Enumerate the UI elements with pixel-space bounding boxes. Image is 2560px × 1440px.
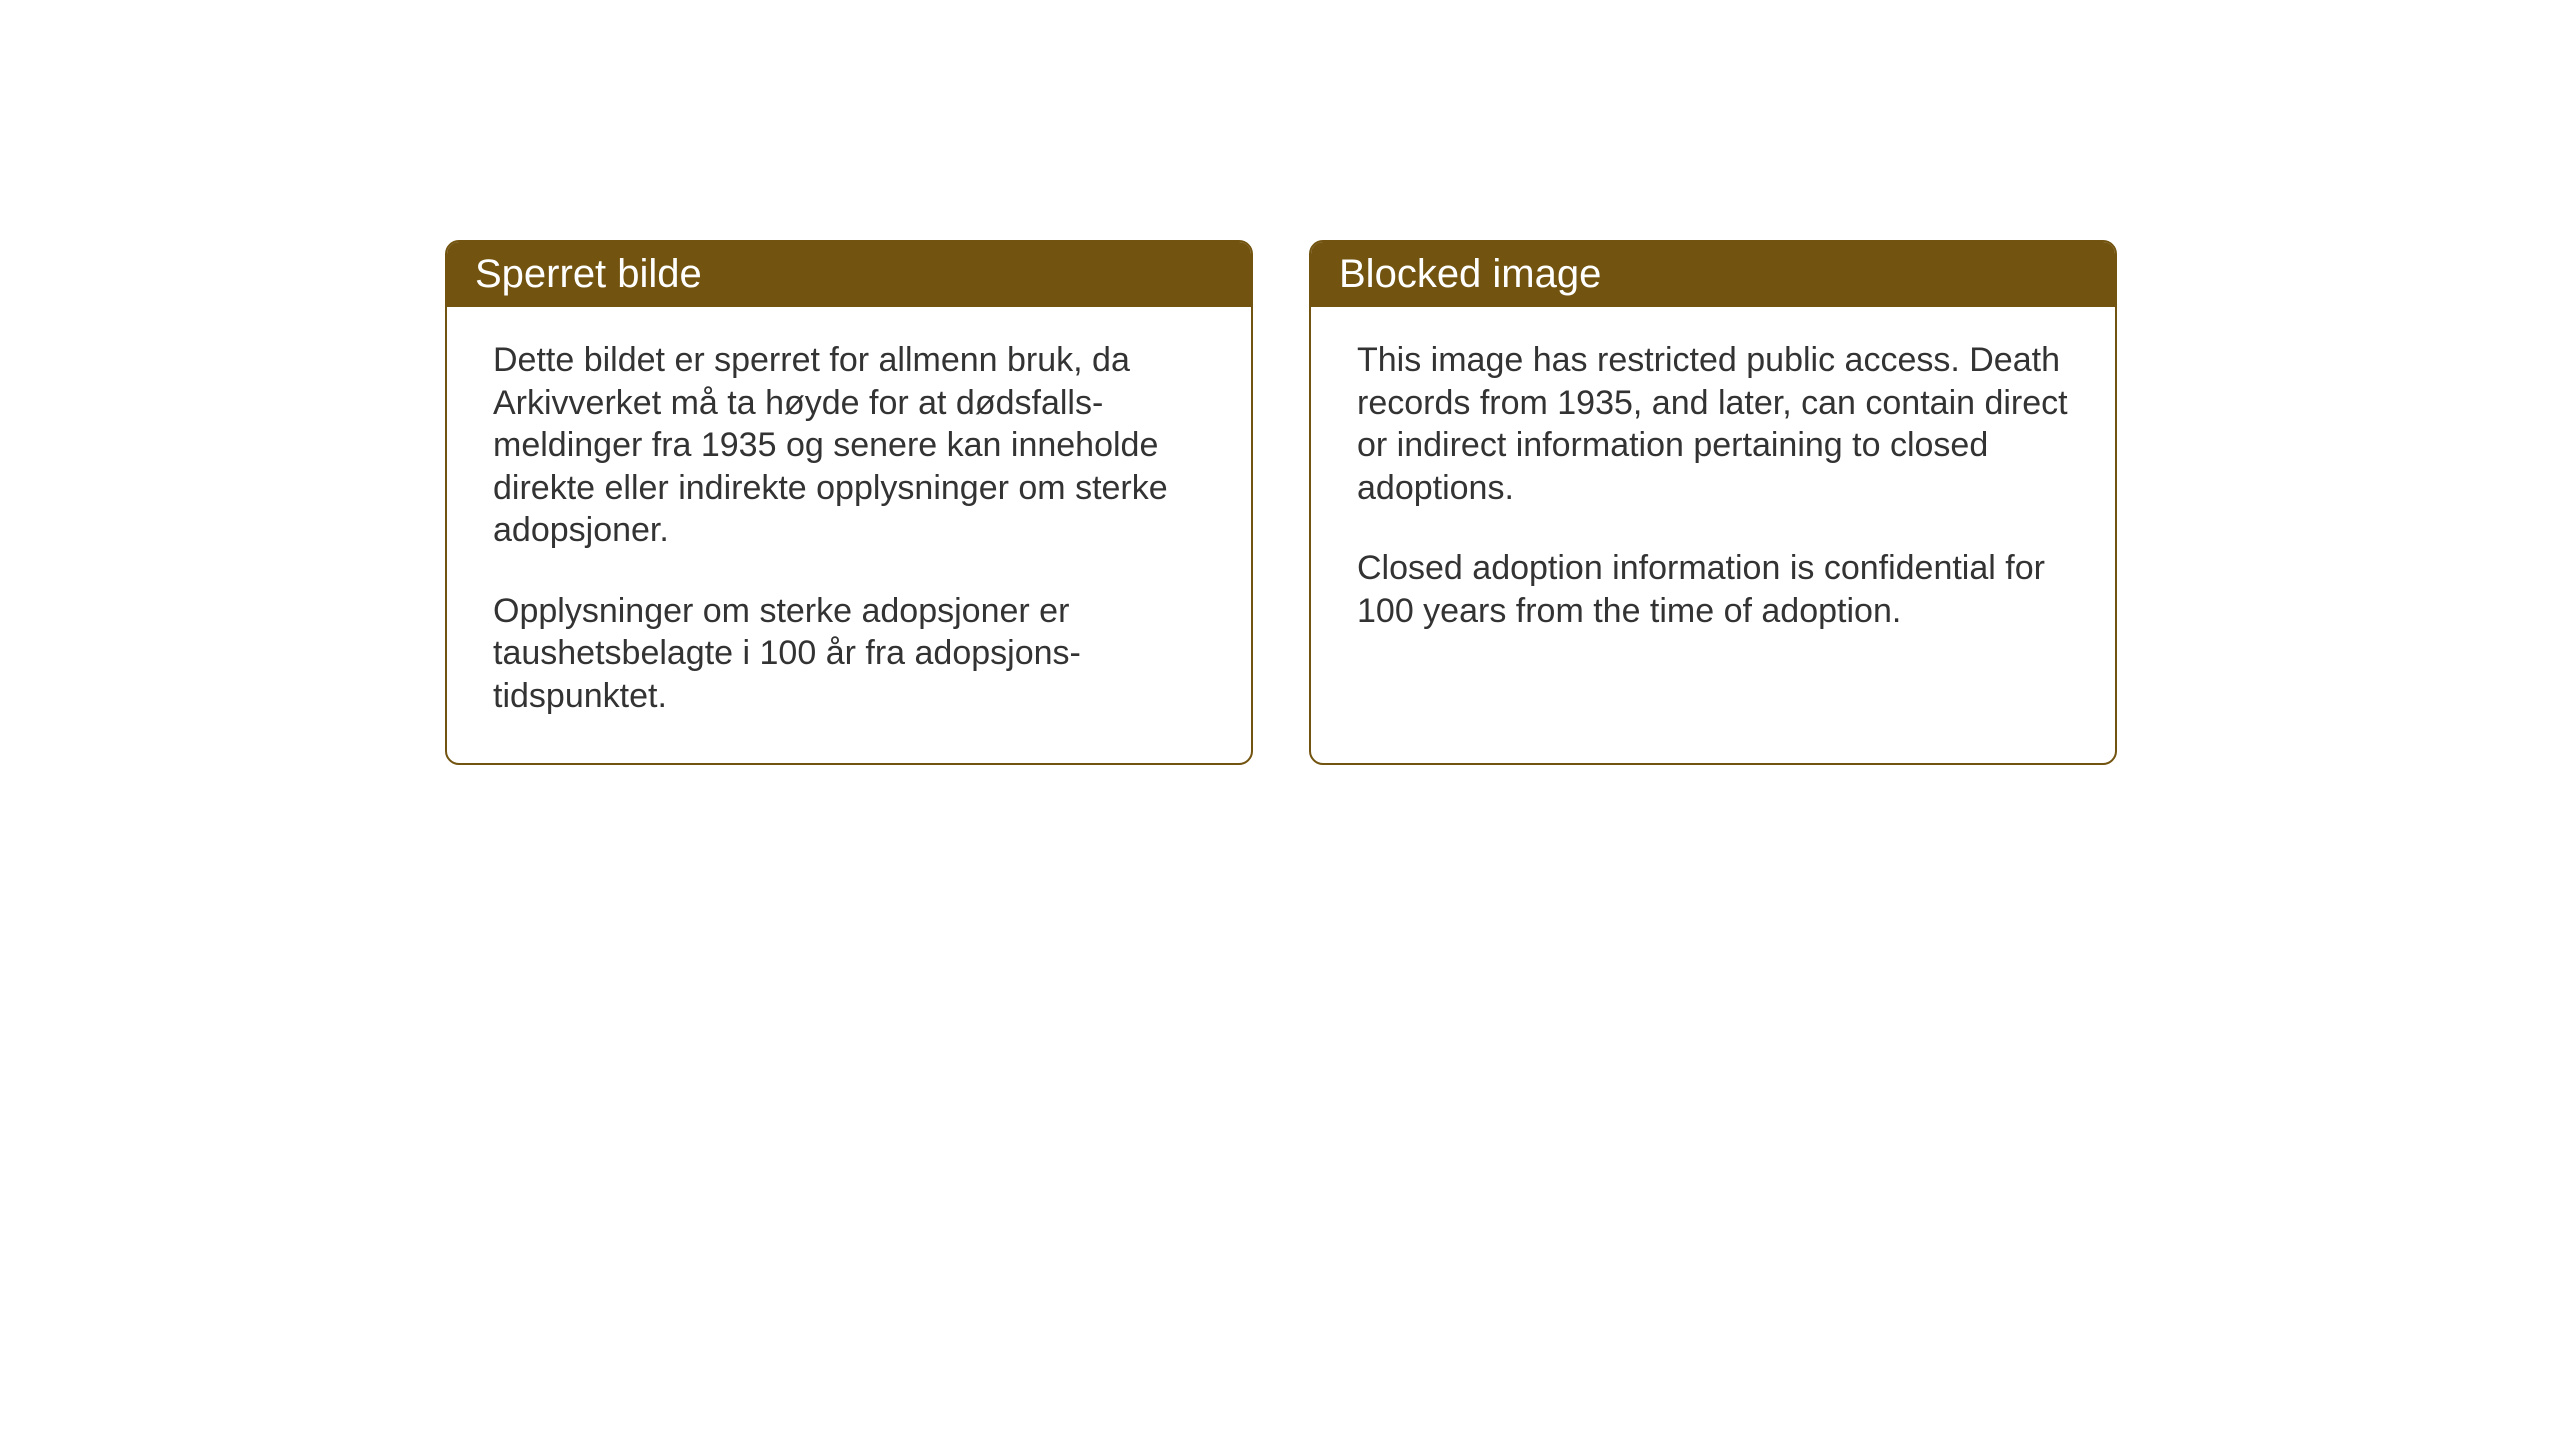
notice-container: Sperret bilde Dette bildet er sperret fo… bbox=[445, 240, 2117, 765]
norwegian-card-title: Sperret bilde bbox=[447, 242, 1251, 307]
english-paragraph-1: This image has restricted public access.… bbox=[1357, 339, 2069, 509]
norwegian-paragraph-1: Dette bildet er sperret for allmenn bruk… bbox=[493, 339, 1205, 552]
english-card-title: Blocked image bbox=[1311, 242, 2115, 307]
norwegian-paragraph-2: Opplysninger om sterke adopsjoner er tau… bbox=[493, 590, 1205, 718]
norwegian-notice-card: Sperret bilde Dette bildet er sperret fo… bbox=[445, 240, 1253, 765]
english-paragraph-2: Closed adoption information is confident… bbox=[1357, 547, 2069, 632]
english-card-body: This image has restricted public access.… bbox=[1311, 307, 2115, 678]
norwegian-card-body: Dette bildet er sperret for allmenn bruk… bbox=[447, 307, 1251, 763]
english-notice-card: Blocked image This image has restricted … bbox=[1309, 240, 2117, 765]
